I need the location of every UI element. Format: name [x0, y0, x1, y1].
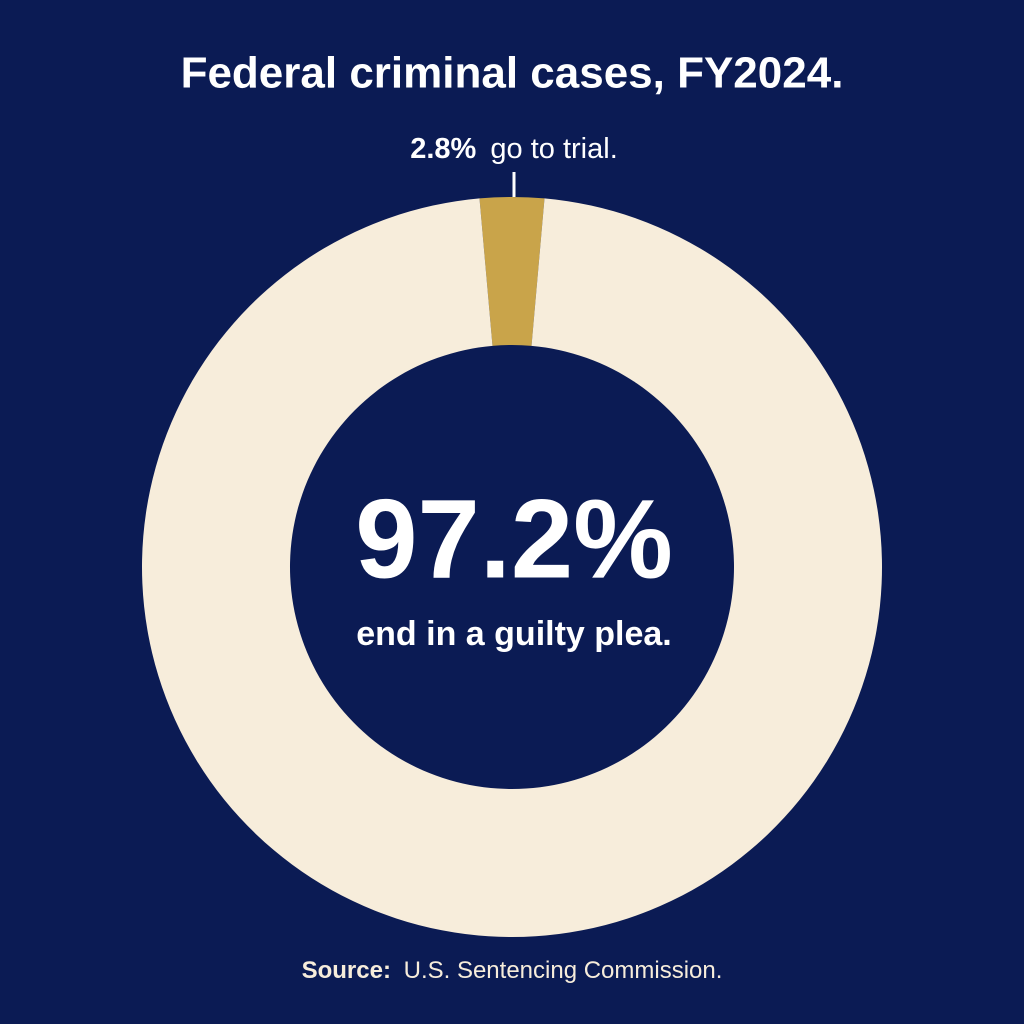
donut-slice [142, 198, 882, 938]
source: Source: U.S. Sentencing Commission. [302, 957, 723, 984]
value-label: 2.8% [410, 133, 476, 165]
source-label: Source: [302, 957, 391, 984]
chart-title: Federal criminal cases, FY2024. [181, 49, 844, 98]
center-label: end in a guilty plea. [356, 615, 672, 653]
category-label: go to trial. [490, 133, 617, 165]
donut-slice [479, 197, 545, 346]
donut [142, 197, 882, 938]
slice-label: 2.8% go to trial. [410, 133, 618, 165]
center-value: 97.2% [355, 477, 673, 602]
source-text: U.S. Sentencing Commission. [404, 957, 723, 984]
